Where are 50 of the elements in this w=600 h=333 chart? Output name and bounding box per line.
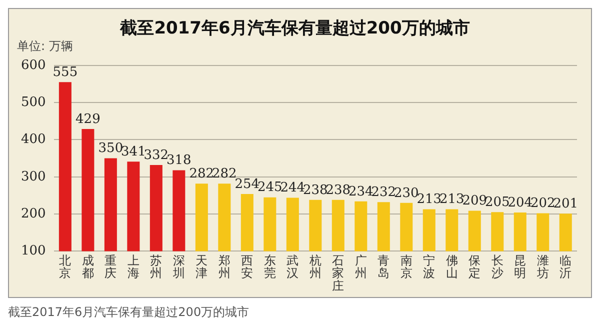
y-tick-label: 300: [20, 169, 46, 184]
data-label: 282: [212, 166, 237, 182]
text: 截至2017年6月汽车保有量超过200万的城市: [8, 304, 250, 321]
x-tick-label: 西安: [241, 254, 254, 280]
data-label: 318: [166, 153, 192, 168]
y-tick-label: 100: [20, 244, 46, 259]
x-tick-label: 武汉: [286, 254, 299, 280]
x-tick-label: 深圳: [172, 254, 185, 280]
x-tick-label: 临沂: [560, 254, 572, 280]
x-tick-label: 保定: [468, 254, 481, 280]
y-tick-label: 400: [20, 132, 46, 148]
data-label: 205: [484, 195, 510, 210]
data-label: 282: [189, 166, 214, 182]
data-label: 234: [348, 184, 374, 200]
x-tick-label: 东莞: [264, 254, 276, 280]
data-label: 202: [530, 196, 556, 212]
x-tick-label: 长沙: [491, 254, 504, 280]
data-label: 204: [508, 195, 533, 210]
x-tick-label: 杭州: [308, 254, 322, 280]
x-tick-label: 宁波: [423, 254, 436, 280]
x-tick-label: 苏州: [150, 254, 162, 280]
data-label: 213: [439, 192, 464, 208]
x-tick-label: 南京: [400, 254, 412, 280]
data-label: 350: [98, 141, 124, 156]
x-tick-label: 上海: [127, 254, 140, 280]
data-label: 201: [553, 196, 578, 212]
x-tick-label: 郑州: [218, 254, 230, 280]
y-tick-label: 500: [20, 94, 46, 110]
x-tick-label: 北京: [59, 254, 72, 280]
x-tick-label: 潍坊: [536, 254, 549, 280]
data-label: 332: [144, 148, 169, 163]
data-label: 230: [394, 186, 419, 201]
y-tick-label: 200: [20, 206, 46, 222]
x-tick-label: 昆明: [514, 254, 526, 280]
data-label: 213: [416, 192, 442, 208]
x-tick-label: 天津: [196, 254, 208, 280]
x-tick-label: 广州: [354, 254, 367, 280]
data-label: 341: [121, 144, 146, 160]
chart-title: 截至2017年6月汽车保有量超过200万的城市: [119, 18, 470, 39]
y-tick-label: 600: [20, 58, 46, 73]
data-label: 429: [76, 112, 100, 127]
x-tick-label: 石家庄: [332, 254, 344, 293]
data-label: 555: [52, 64, 78, 80]
y-axis-title: 单位: 万辆: [17, 39, 73, 54]
x-tick-label: 成都: [82, 254, 94, 280]
x-tick-label: 青岛: [378, 254, 390, 280]
x-tick-label: 重庆: [104, 254, 117, 280]
data-label: 245: [258, 180, 282, 196]
data-label: 238: [302, 182, 328, 198]
x-tick-label: 佛山: [446, 254, 458, 280]
